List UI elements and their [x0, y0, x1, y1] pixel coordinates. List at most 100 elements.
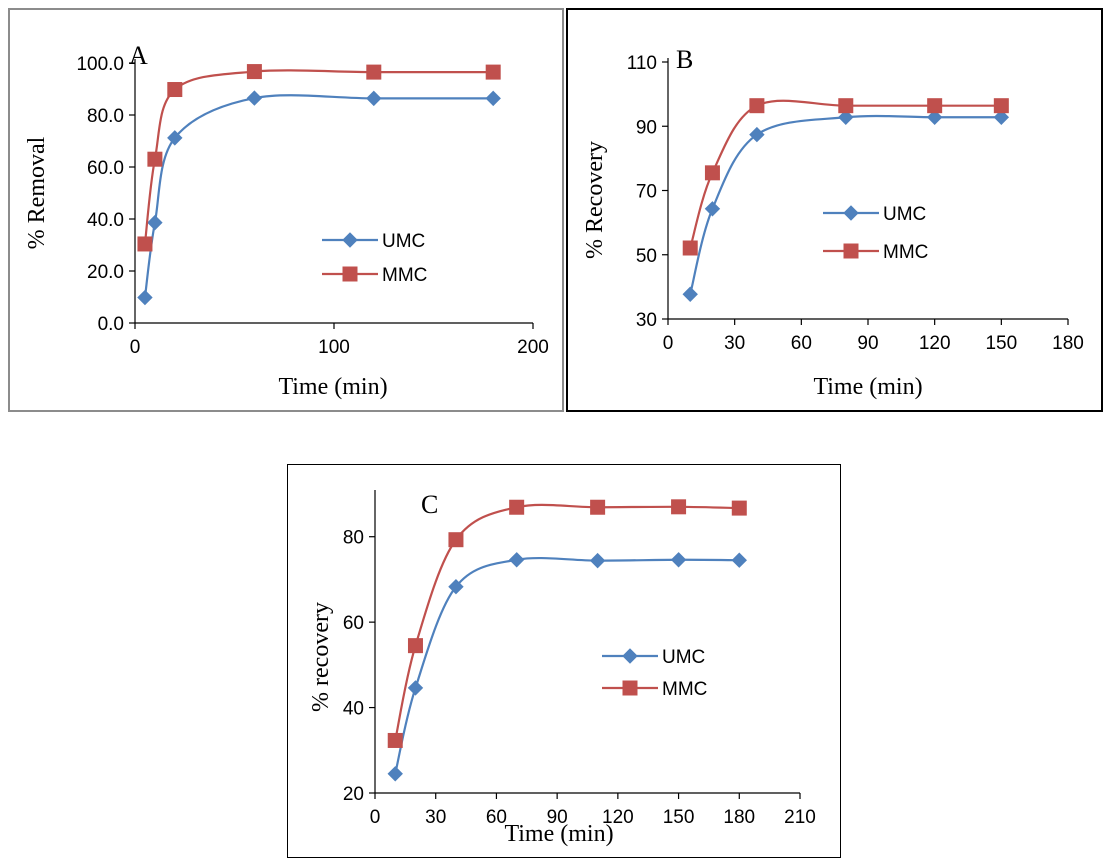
chart-c-x-tick-label-1: 30 — [425, 807, 446, 828]
chart-b-x-tick-label-5: 150 — [985, 333, 1017, 354]
chart-b-panel-label: B — [676, 45, 693, 74]
chart-c-panel-label: C — [421, 490, 438, 519]
chart-b-legend-marker-0 — [843, 205, 859, 221]
chart-c-series-1-point-1 — [407, 638, 423, 654]
chart-b-y-tick-label-3: 90 — [636, 117, 657, 138]
chart-b-series-1-point-3 — [838, 98, 854, 114]
chart-c-x-tick-label-2: 60 — [486, 807, 507, 828]
chart-b-series-0-point-2 — [749, 126, 765, 143]
chart-b-series-1-point-5 — [993, 98, 1009, 114]
chart-b-legend: UMC MMC — [823, 204, 928, 263]
chart-b-series-0-point-1 — [704, 201, 721, 217]
chart-c-series-0 — [387, 552, 747, 782]
chart-b-series-1-point-2 — [749, 98, 765, 114]
chart-c-series-0-point-5 — [670, 552, 687, 568]
chart-a-series-1-point-5 — [485, 64, 501, 80]
chart-c-legend-marker-1 — [622, 680, 638, 696]
chart-c-series-1-point-6 — [731, 500, 747, 516]
chart-b-x-tick-label-2: 60 — [791, 333, 812, 354]
chart-a-x-axis-title: Time (min) — [278, 374, 387, 400]
chart-b-x-tick-label-3: 90 — [857, 333, 878, 354]
chart-c-y-axis-title: % recovery — [308, 602, 334, 712]
chart-c-legend: UMC MMC — [602, 647, 707, 700]
chart-c-series-1-point-0 — [387, 732, 403, 748]
chart-c-axes: 20 40 60 80 0 30 60 90 120 150 180 210 — [343, 490, 816, 828]
chart-panel-c: 20 40 60 80 0 30 60 90 120 150 180 210 % recovery Tim… — [287, 464, 841, 858]
chart-c-y-tick-label-0: 20 — [343, 784, 364, 805]
chart-c-x-tick-label-5: 150 — [663, 807, 695, 828]
chart-a-series-0-point-2 — [167, 130, 183, 146]
chart-c-series-1-point-2 — [448, 532, 464, 548]
chart-a-y-tick-label-5: 100.0 — [76, 54, 124, 75]
chart-b-legend-marker-1 — [843, 243, 859, 259]
chart-a-y-tick-label-1: 20.0 — [87, 262, 124, 283]
chart-a-y-tick-label-0: 0.0 — [98, 314, 124, 335]
chart-b-legend-label-0: UMC — [883, 204, 926, 225]
chart-b-x-tick-label-1: 30 — [724, 333, 745, 354]
chart-b-series-1 — [682, 98, 1009, 256]
chart-c-series-0-point-1 — [407, 680, 424, 696]
chart-a-series-0-point-5 — [485, 90, 501, 107]
chart-c-series-0-point-3 — [508, 552, 525, 568]
chart-c-x-tick-label-0: 0 — [370, 807, 381, 828]
chart-b-series-0-point-4 — [926, 109, 943, 125]
chart-a-legend-marker-0 — [342, 232, 358, 248]
chart-a-y-tick-label-4: 80.0 — [87, 106, 124, 127]
chart-c-series-1-line — [394, 503, 740, 741]
chart-a-axes: 0.0 20.0 40.0 60.0 80.0 100.0 0 100 200 — [76, 54, 548, 358]
chart-c-series-0-point-2 — [448, 578, 464, 595]
chart-b-y-axis-title: % Recovery — [582, 141, 608, 259]
chart-a-series-0-point-4 — [366, 90, 382, 107]
chart-b-y-tick-label-1: 50 — [636, 246, 657, 267]
chart-a-series-0 — [137, 90, 501, 306]
chart-c-legend-label-0: UMC — [662, 647, 705, 668]
chart-b-series-0-point-3 — [838, 109, 854, 125]
chart-a-x-tick-label-1: 100 — [318, 337, 350, 358]
chart-c-series-0-point-0 — [387, 766, 403, 782]
chart-b-axes: 30 50 70 90 110 0 30 60 90 120 150 180 — [627, 53, 1084, 354]
chart-b-legend-label-1: MMC — [883, 242, 928, 263]
chart-a-series-0-point-3 — [246, 90, 263, 106]
chart-a-legend-label-1: MMC — [382, 265, 427, 286]
chart-a-series-0-point-0 — [137, 289, 153, 306]
chart-b-series-1-point-1 — [704, 165, 720, 181]
chart-c-series-1 — [387, 499, 747, 748]
chart-b-x-tick-label-6: 180 — [1052, 333, 1084, 354]
chart-panel-b: 30 50 70 90 110 0 30 60 90 120 150 180 % Recovery Tim… — [566, 8, 1103, 412]
chart-a-x-tick-label-0: 0 — [130, 337, 141, 358]
chart-a-series-1-point-0 — [137, 236, 153, 252]
chart-a-y-tick-label-2: 40.0 — [87, 210, 124, 231]
chart-b-svg: 30 50 70 90 110 0 30 60 90 120 150 180 % Recovery Tim… — [582, 45, 1084, 400]
chart-b-y-tick-label-2: 70 — [636, 182, 657, 203]
chart-c-series-1-point-5 — [671, 499, 687, 515]
chart-c-y-tick-label-1: 40 — [343, 699, 364, 720]
chart-b-series-1-point-4 — [927, 98, 943, 114]
chart-a-series-1 — [137, 64, 501, 252]
chart-a-y-tick-label-3: 60.0 — [87, 158, 124, 179]
chart-a-svg: 0.0 20.0 40.0 60.0 80.0 100.0 0 100 200 % Removal… — [24, 41, 549, 400]
chart-c-legend-label-1: MMC — [662, 679, 707, 700]
chart-c-svg: 20 40 60 80 0 30 60 90 120 150 180 210 % recovery Tim… — [308, 490, 816, 847]
chart-b-x-tick-label-4: 120 — [919, 333, 951, 354]
chart-b-series-0 — [682, 109, 1010, 302]
chart-c-series-1-point-3 — [509, 499, 525, 515]
chart-c-series-0-point-6 — [731, 552, 747, 568]
chart-c-y-tick-label-2: 60 — [343, 613, 364, 634]
chart-b-y-tick-label-4: 110 — [627, 53, 657, 74]
chart-b-y-tick-label-0: 30 — [636, 310, 657, 331]
chart-a-legend: UMC MMC — [322, 231, 427, 286]
chart-a-series-1-point-3 — [246, 64, 262, 80]
chart-c-x-axis-title: Time (min) — [504, 821, 613, 847]
chart-panel-a: 0.0 20.0 40.0 60.0 80.0 100.0 0 100 200 % Removal… — [8, 8, 564, 412]
chart-b-series-1-point-0 — [682, 240, 698, 256]
chart-a-series-1-point-4 — [366, 64, 382, 80]
chart-a-legend-label-0: UMC — [382, 231, 425, 252]
chart-a-x-tick-label-2: 200 — [517, 337, 549, 358]
chart-c-x-tick-label-4: 120 — [602, 807, 634, 828]
chart-c-y-tick-label-3: 80 — [343, 528, 364, 549]
chart-b-series-0-line — [689, 114, 1002, 295]
chart-a-y-axis-title: % Removal — [24, 136, 50, 249]
chart-c-x-tick-label-3: 90 — [547, 807, 568, 828]
chart-c-x-tick-label-6: 180 — [723, 807, 755, 828]
chart-a-legend-marker-1 — [342, 266, 358, 282]
